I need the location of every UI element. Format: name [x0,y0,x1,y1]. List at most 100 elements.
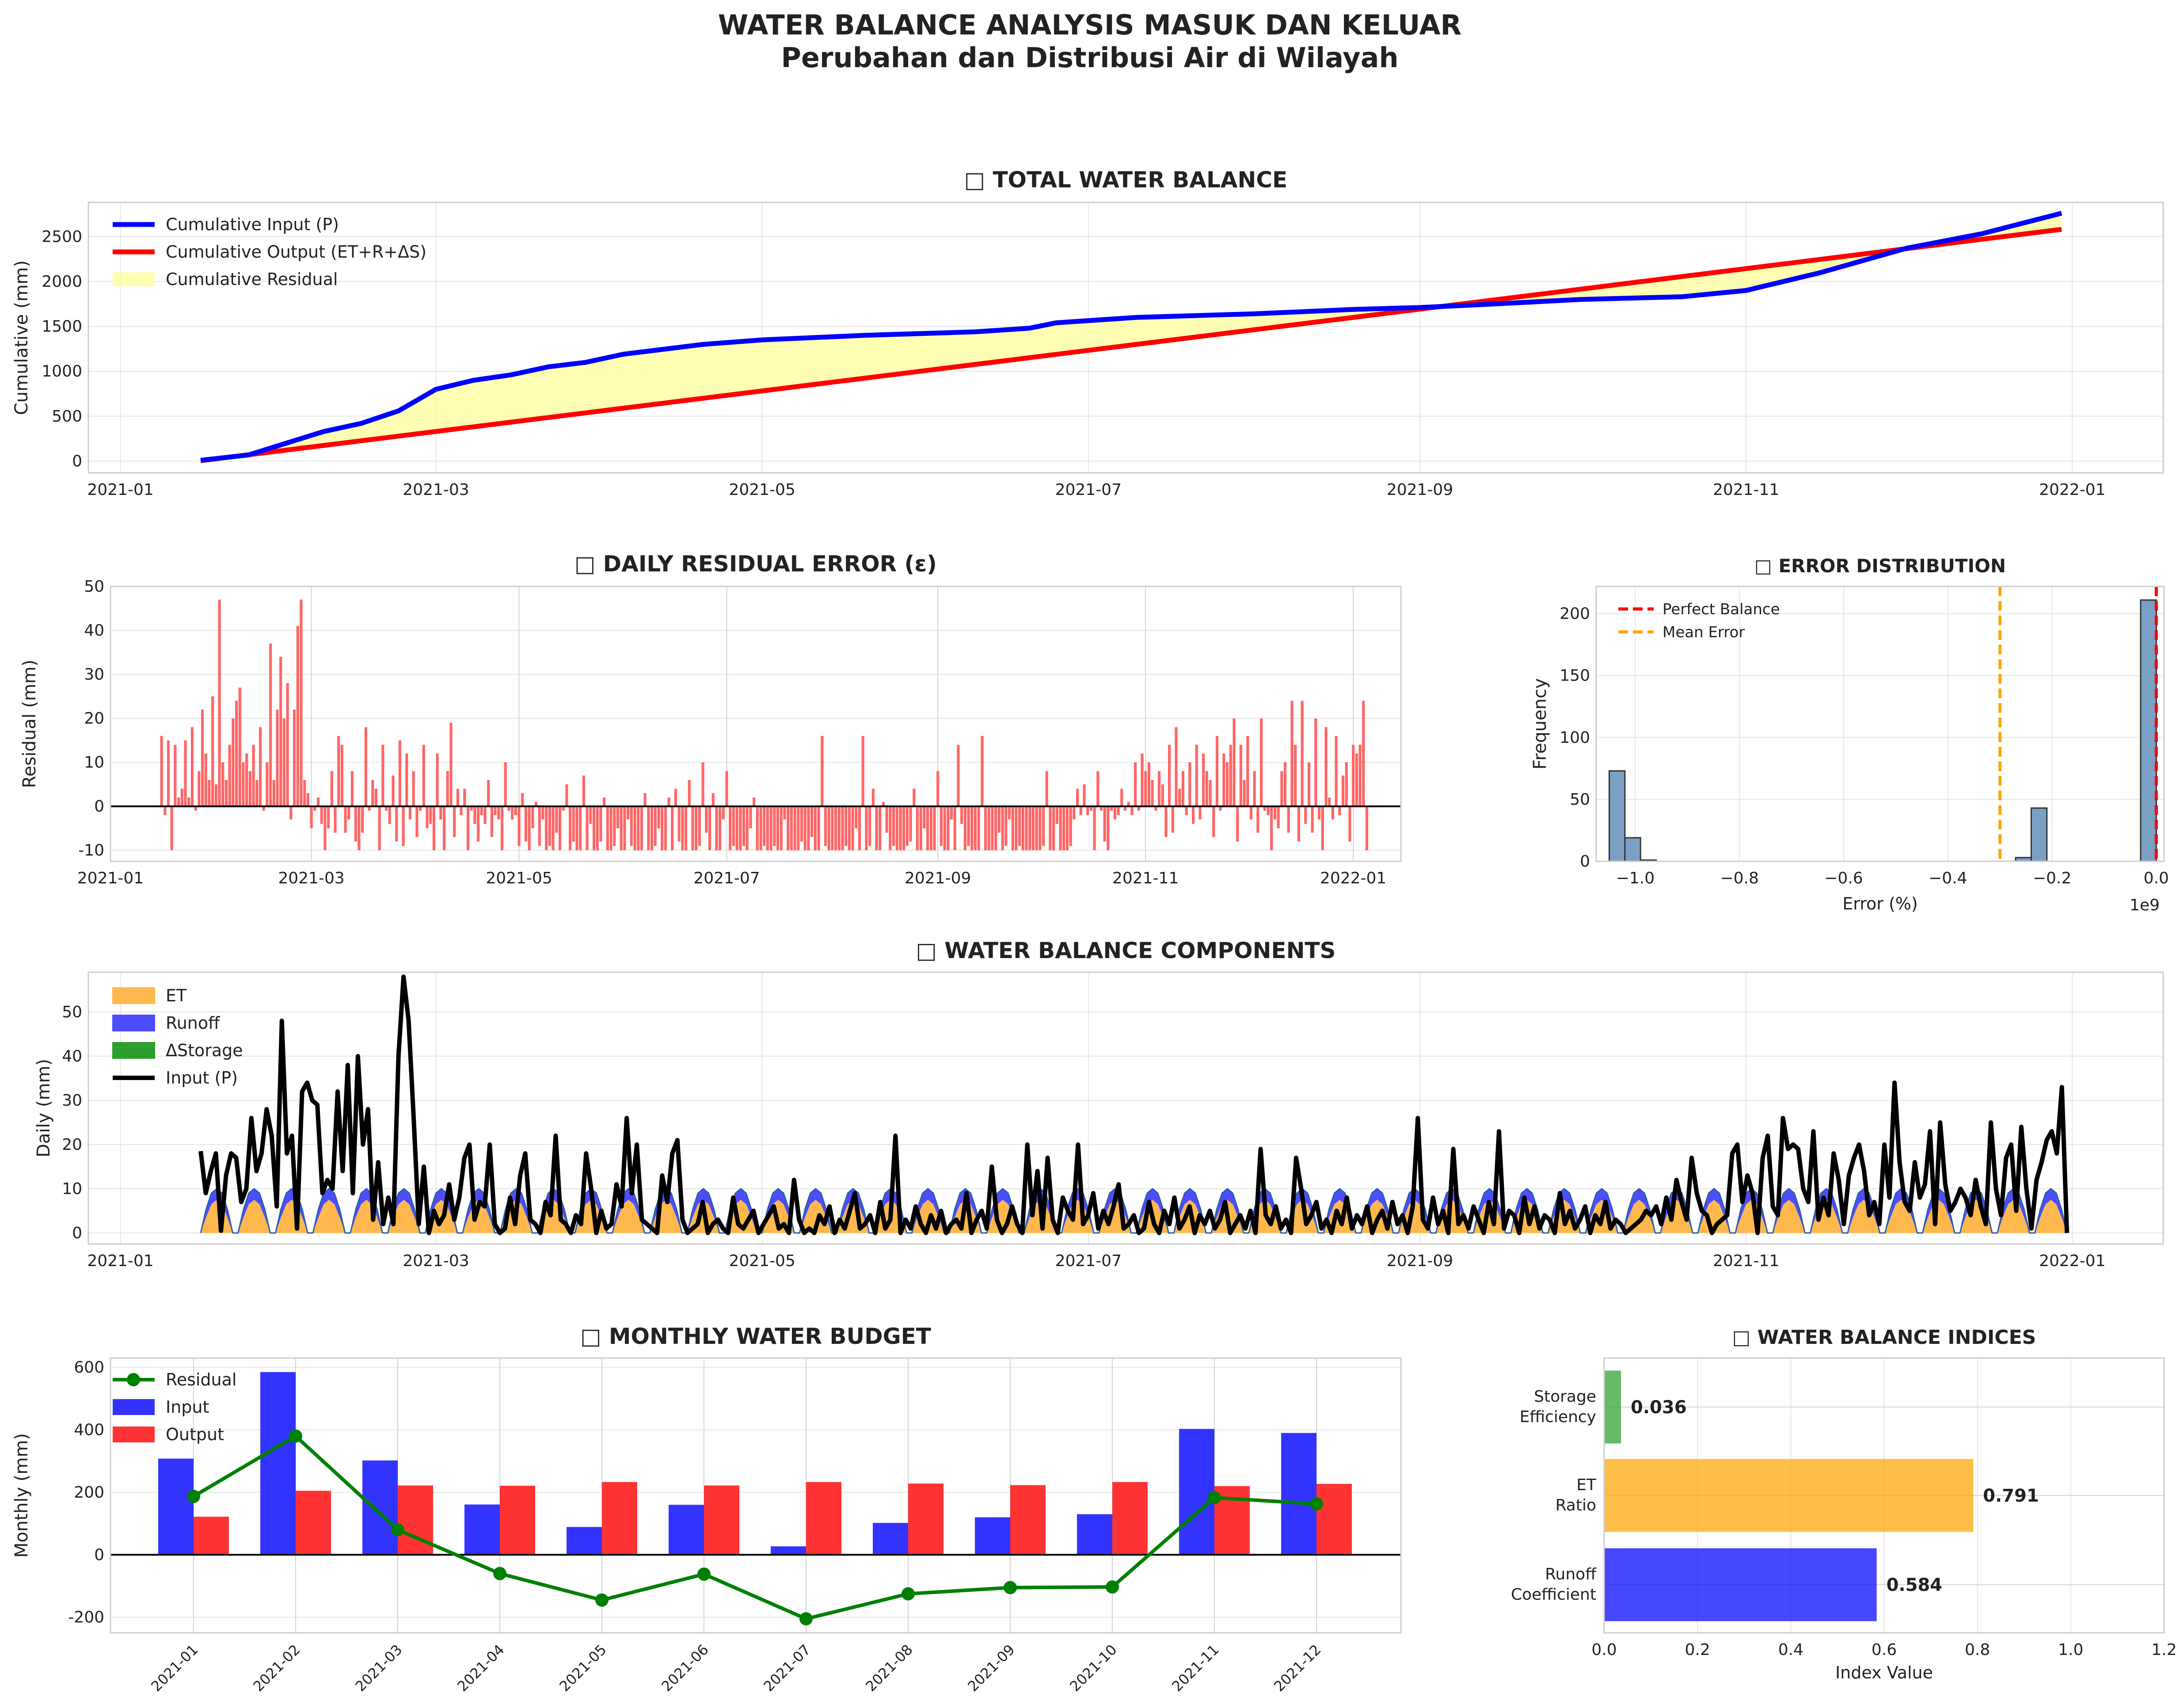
residual-x-tick-label: 2021-11 [1112,869,1179,887]
residual-bar [316,797,320,806]
residual-bar [238,687,241,806]
total-y-tick-label: 500 [52,407,82,426]
residual-bar [1338,806,1341,815]
residual-bar [677,806,681,842]
residual-bar [620,806,623,851]
residual-bar [562,806,565,811]
residual-bar [756,806,759,851]
residual-bar [1076,788,1079,806]
residual-bar [272,780,275,806]
residual-bar [211,696,214,806]
total-legend-label: Cumulative Output (ET+R+ΔS) [166,242,426,262]
residual-bar [1256,806,1259,833]
residual-bar [1079,806,1082,815]
residual-bar [412,771,415,806]
residual-bar [1301,700,1304,806]
monthly-x-tick-label: 2021-12 [1271,1641,1324,1695]
components-y-tick-label: 0 [72,1224,82,1242]
residual-bar [1209,780,1212,806]
monthly-y-tick-label: 0 [94,1546,104,1564]
residual-bar [1212,806,1215,837]
residual-bar [1178,788,1181,806]
residual-bar [957,745,960,806]
residual-bar [1181,771,1184,806]
residual-bar [541,806,544,820]
residual-bar [500,806,504,851]
residual-bar [650,806,654,851]
residual-bar [198,771,201,806]
residual-bar [1198,806,1202,820]
residual-bar [1151,780,1154,806]
residual-bar [538,806,541,846]
residual-bar [174,745,177,806]
residual-bar [194,806,197,811]
monthly-output-bar [1316,1484,1352,1555]
error-chart-title: □ ERROR DISTRIBUTION [1754,555,2006,577]
residual-bar [715,806,718,851]
residual-bar [490,806,493,837]
residual-bar [667,797,670,806]
residual-bar [1222,753,1225,806]
residual-bar [981,736,984,806]
residual-x-tick-label: 2021-03 [278,869,344,887]
residual-bar [1127,802,1130,806]
residual-bar [684,806,688,851]
residual-bar [1065,806,1069,851]
total-x-tick-label: 2021-07 [1055,481,1122,499]
index-bar [1604,1459,1974,1532]
residual-bar [470,806,473,811]
residual-bar [1246,736,1249,806]
residual-bar [187,797,190,806]
residual-bar [228,745,231,806]
residual-bar [439,806,442,820]
residual-bar [654,806,657,846]
residual-bar [1073,806,1076,820]
residual-x-tick-label: 2021-09 [905,869,971,887]
residual-bar [1290,700,1294,806]
monthly-residual-point [1106,1580,1119,1594]
monthly-input-bar [771,1546,806,1555]
residual-bar [987,806,990,851]
residual-bar [899,806,902,851]
residual-bar [1018,806,1021,846]
residual-bar [892,806,895,846]
residual-bar [392,775,395,806]
error-distribution-panel: 0 50 100 150 200 −1.0 −0.8 −0.6 −0.4 −0.2 0.0 □ ERR… [1530,555,2169,914]
total-x-tick-label: 2021-11 [1713,481,1779,499]
residual-bar [507,806,510,811]
error-legend-label: Mean Error [1663,624,1745,641]
residual-bar [817,806,820,851]
components-x-tick-label: 2021-09 [1387,1252,1453,1270]
components-y-tick-label: 50 [62,1003,82,1021]
residual-bar [841,806,844,851]
residual-bar [426,806,429,829]
monthly-input-bar [1281,1433,1316,1555]
residual-bar [913,788,916,806]
residual-bar [232,718,235,806]
residual-bar [1362,700,1365,806]
residual-bar [429,806,432,824]
residual-bar [1185,806,1188,815]
residual-bar [449,723,453,806]
residual-bar [1086,806,1089,815]
monthly-input-bar [669,1505,704,1555]
components-legend-label: Input (P) [166,1068,238,1088]
residual-bar [1219,806,1222,811]
residual-bar [477,806,480,842]
residual-y-tick-label: 10 [84,753,104,772]
error-plot-frame [1595,586,2165,862]
residual-bar [289,806,293,820]
monthly-output-bar [500,1486,535,1555]
residual-bar [184,740,187,806]
residual-bar [347,806,350,820]
residual-bar [1015,806,1018,851]
residual-bar [524,806,528,842]
residual-bar [923,806,926,829]
residual-bar [552,806,555,851]
residual-bar [1093,806,1096,851]
residual-bar [1103,806,1106,842]
residual-bar [749,806,752,829]
residual-bar [633,806,636,851]
residual-bar [1249,806,1253,820]
error-x-tick-label: 0.0 [2144,869,2169,887]
